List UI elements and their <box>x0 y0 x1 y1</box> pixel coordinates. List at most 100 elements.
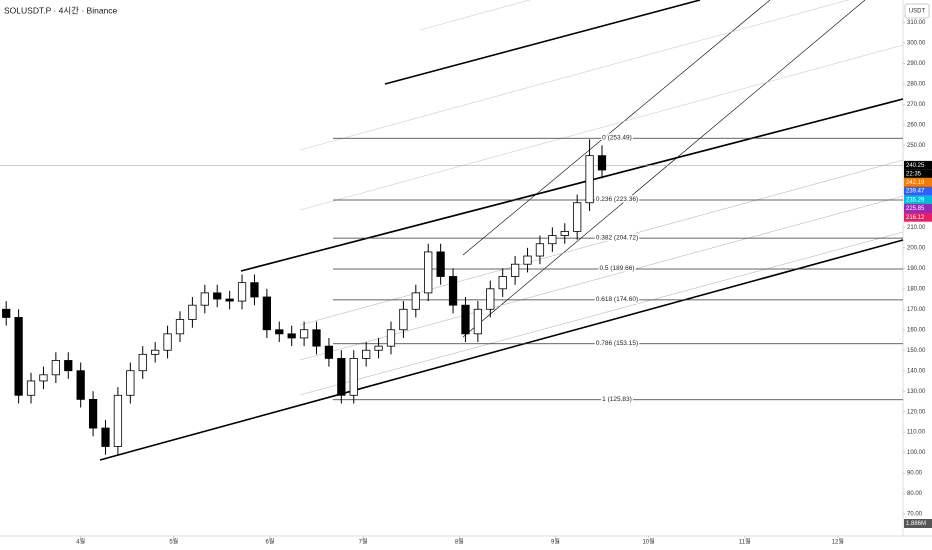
candle-body <box>436 251 445 277</box>
candle-body <box>486 288 495 310</box>
ma-price-label: 225.85 <box>906 206 925 212</box>
x-tick-label: 9월 <box>551 538 560 546</box>
drawings <box>99 0 904 461</box>
x-tick-label: 12월 <box>832 538 844 546</box>
ma-price-label-box <box>904 203 932 213</box>
candle-body <box>14 317 23 396</box>
trend-line <box>99 239 904 461</box>
ma-price-label: 235.29 <box>906 197 925 203</box>
candle-body <box>64 360 73 372</box>
candle-body <box>312 329 321 347</box>
y-tick-label: 110.00 <box>907 430 926 436</box>
volume-tag: 1.886M <box>906 521 926 527</box>
y-tick-label: 140.00 <box>907 368 926 374</box>
candle-body <box>88 398 98 429</box>
parallel-line <box>299 195 904 361</box>
ma-price-label-box <box>904 186 932 196</box>
x-tick-label: 10월 <box>642 538 654 546</box>
candle-body <box>138 353 147 372</box>
candle-body <box>76 370 85 400</box>
candle-body <box>175 319 185 335</box>
y-tick-label: 260.00 <box>907 123 926 129</box>
ma-price-label-box <box>904 212 932 222</box>
x-tick-label: 7월 <box>359 538 368 546</box>
candle-body <box>200 292 209 306</box>
candle-body <box>374 345 383 351</box>
ma-price-label: 242.19 <box>906 180 925 186</box>
y-tick-label: 190.00 <box>907 266 926 272</box>
candle-body <box>275 329 284 335</box>
unit-box[interactable] <box>904 3 930 19</box>
ma-price-label: 216.12 <box>906 215 925 221</box>
parallel-line <box>299 44 904 211</box>
ma-price-label-box <box>904 195 932 205</box>
parallel-line <box>299 0 850 151</box>
fib-label: 1 (125.83) <box>602 396 632 403</box>
y-tick-label: 250.00 <box>907 143 926 149</box>
countdown-box <box>904 169 932 178</box>
candle-body <box>39 374 48 382</box>
candle-body <box>560 231 569 236</box>
candle-body <box>250 282 259 298</box>
fib-label: 0.5 (189.66) <box>599 265 634 272</box>
candle-body <box>51 360 60 376</box>
chart-title: SOLUSDT.P · 4시간 · Binance <box>4 5 118 15</box>
candle-body <box>262 296 271 331</box>
y-tick-label: 150.00 <box>907 348 926 354</box>
fib-label: 0.786 (153.15) <box>596 340 638 347</box>
candle-body <box>535 243 545 257</box>
candle-body <box>101 427 110 447</box>
candle-body <box>324 345 334 359</box>
unit-label: USDT <box>909 9 926 15</box>
x-tick-label: 11월 <box>739 538 751 546</box>
candle-body <box>151 349 160 355</box>
candle-body <box>510 263 520 277</box>
candle-body <box>213 292 222 300</box>
fib-label: 0.618 (174.60) <box>596 296 638 303</box>
x-tick-label: 6월 <box>266 538 275 546</box>
fib-label: 0 (253.49) <box>602 134 632 141</box>
candle-body <box>461 304 470 335</box>
candle-body <box>411 292 420 310</box>
channel-line <box>462 0 771 256</box>
x-tick-label: 4월 <box>76 538 85 546</box>
candle-body <box>2 308 11 318</box>
countdown: 22:35 <box>906 171 922 177</box>
candle-body <box>337 358 346 396</box>
candle-body <box>573 202 582 232</box>
candle-body <box>473 308 483 335</box>
y-tick-label: 280.00 <box>907 82 926 88</box>
candle-body <box>299 329 309 339</box>
ma-price-label: 239.47 <box>906 189 925 195</box>
y-tick-label: 270.00 <box>907 102 926 108</box>
candle-body <box>287 333 296 339</box>
y-tick-label: 300.00 <box>907 41 926 47</box>
candle-body <box>349 358 358 396</box>
y-tick-label: 100.00 <box>907 450 926 456</box>
candle-body <box>448 276 458 306</box>
y-tick-label: 200.00 <box>907 245 926 251</box>
candle-body <box>26 380 36 396</box>
y-tick-label: 170.00 <box>907 307 926 313</box>
parallel-line <box>299 231 904 396</box>
candle-body <box>498 276 507 290</box>
y-tick-label: 120.00 <box>907 409 926 415</box>
candle-body <box>548 235 557 245</box>
channel-line <box>462 0 866 338</box>
x-tick-label: 5월 <box>169 538 178 546</box>
fib-label: 0.382 (204.72) <box>596 234 638 241</box>
y-tick-label: 210.00 <box>907 225 926 231</box>
ma-price-label-box <box>904 177 932 187</box>
last-price-label-box <box>904 160 932 170</box>
candle-body <box>523 255 532 265</box>
candle-body <box>597 155 607 171</box>
x-tick-label: 8월 <box>455 538 464 546</box>
candle-body <box>424 251 433 294</box>
candle-body <box>399 308 408 331</box>
last-price-label: 240.25 <box>906 163 925 169</box>
y-tick-label: 290.00 <box>907 61 926 67</box>
y-tick-label: 90.00 <box>907 471 923 477</box>
candle-body <box>126 370 135 396</box>
